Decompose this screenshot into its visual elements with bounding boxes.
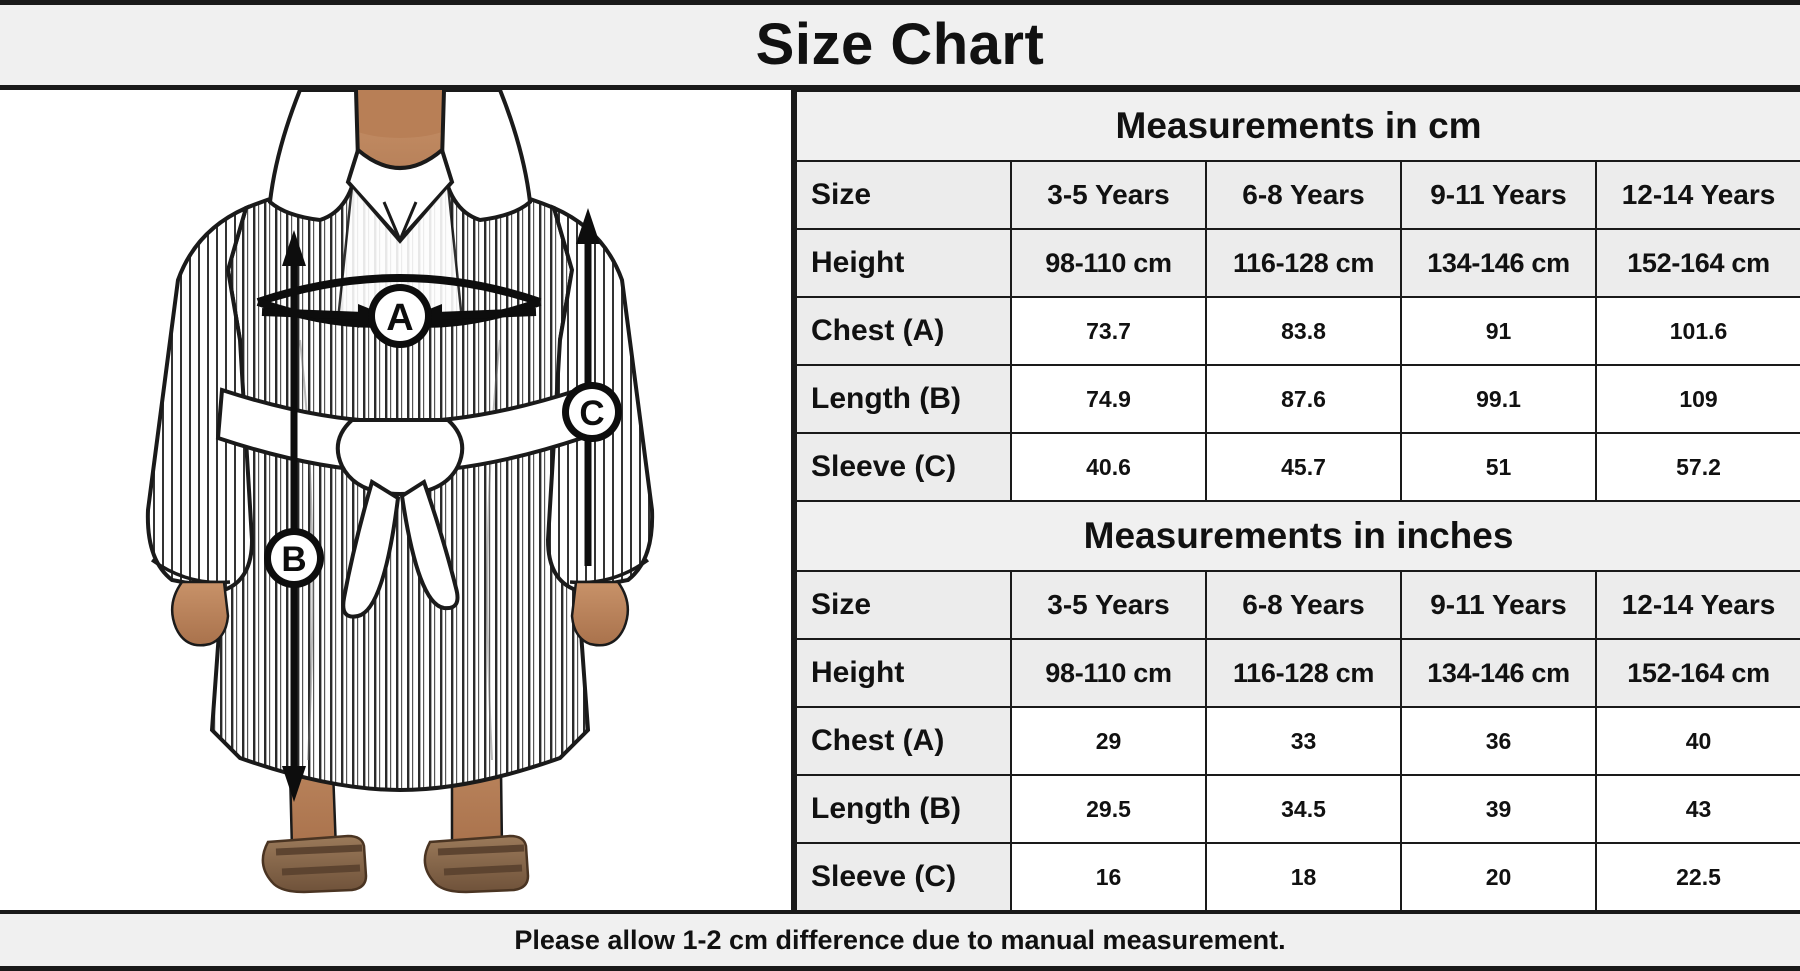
section-heading-row-inches: Measurements in inches xyxy=(794,500,1800,572)
cell-cm-chest-1: 83.8 xyxy=(1205,296,1402,366)
size-header-cell-cm-1: 6-8 Years xyxy=(1205,160,1402,230)
cell-cm-chest-0: 73.7 xyxy=(1010,296,1207,366)
cell-inches-height-2: 134-146 cm xyxy=(1400,638,1597,708)
footer-note: Please allow 1-2 cm difference due to ma… xyxy=(514,924,1286,955)
cell-cm-length-0: 74.9 xyxy=(1010,364,1207,434)
sandals xyxy=(261,834,530,894)
size-table: Measurements in cm Size 3-5 Years 6-8 Ye… xyxy=(794,90,1800,912)
page-title-bar: Size Chart xyxy=(0,0,1800,90)
size-header-cell-cm-3: 12-14 Years xyxy=(1594,160,1800,230)
section-heading-inches: Measurements in inches xyxy=(794,500,1800,572)
cell-inches-chest-1: 33 xyxy=(1205,706,1402,776)
cell-cm-height-1: 116-128 cm xyxy=(1205,228,1402,298)
hands xyxy=(170,580,630,647)
cell-inches-sleeve-0: 16 xyxy=(1010,842,1207,912)
cell-inches-chest-3: 40 xyxy=(1594,706,1800,776)
chart-body: A B C xyxy=(0,90,1800,912)
table-row-inches-height: Height 98-110 cm 116-128 cm 134-146 cm 1… xyxy=(795,638,1800,708)
footer-note-bar: Please allow 1-2 cm difference due to ma… xyxy=(0,910,1800,971)
measurements-panel: Measurements in cm Size 3-5 Years 6-8 Ye… xyxy=(794,90,1800,912)
table-row-inches-sleeve: Sleeve (C) 16 18 20 22.5 xyxy=(795,842,1800,912)
table-row-inches-chest: Chest (A) 29 33 36 40 xyxy=(795,706,1800,776)
row-label-cm-height: Height xyxy=(795,228,1012,298)
cell-inches-chest-0: 29 xyxy=(1010,706,1207,776)
row-label-inches-length: Length (B) xyxy=(795,774,1012,844)
page-title: Size Chart xyxy=(755,12,1045,77)
cell-cm-length-3: 109 xyxy=(1594,364,1800,434)
cell-cm-length-2: 99.1 xyxy=(1400,364,1597,434)
size-header-label-inches: Size xyxy=(795,570,1012,640)
cell-cm-sleeve-1: 45.7 xyxy=(1205,432,1402,502)
cell-cm-height-3: 152-164 cm xyxy=(1594,228,1800,298)
size-header-cell-inches-3: 12-14 Years xyxy=(1594,570,1800,640)
row-label-inches-height: Height xyxy=(795,638,1012,708)
svg-text:A: A xyxy=(386,297,413,339)
cell-inches-length-2: 39 xyxy=(1400,774,1597,844)
cell-inches-height-0: 98-110 cm xyxy=(1010,638,1207,708)
cell-cm-height-2: 134-146 cm xyxy=(1400,228,1597,298)
row-label-inches-sleeve: Sleeve (C) xyxy=(795,842,1012,912)
size-header-cell-inches-2: 9-11 Years xyxy=(1400,570,1597,640)
robe-figure: A B C xyxy=(0,90,791,910)
section-heading-cm: Measurements in cm xyxy=(794,90,1800,162)
row-label-cm-sleeve: Sleeve (C) xyxy=(795,432,1012,502)
cell-cm-length-1: 87.6 xyxy=(1205,364,1402,434)
cell-inches-length-0: 29.5 xyxy=(1010,774,1207,844)
product-illustration-panel: A B C xyxy=(0,90,795,910)
cell-cm-sleeve-2: 51 xyxy=(1400,432,1597,502)
table-row-inches-length: Length (B) 29.5 34.5 39 43 xyxy=(795,774,1800,844)
table-row-cm-sleeve: Sleeve (C) 40.6 45.7 51 57.2 xyxy=(795,432,1800,502)
cell-inches-sleeve-3: 22.5 xyxy=(1594,842,1800,912)
cell-cm-height-0: 98-110 cm xyxy=(1010,228,1207,298)
size-header-label-cm: Size xyxy=(795,160,1012,230)
size-header-cell-cm-2: 9-11 Years xyxy=(1400,160,1597,230)
size-header-cell-inches-0: 3-5 Years xyxy=(1010,570,1207,640)
svg-text:C: C xyxy=(579,394,604,433)
cell-cm-chest-3: 101.6 xyxy=(1594,296,1800,366)
row-label-cm-length: Length (B) xyxy=(795,364,1012,434)
cell-cm-sleeve-3: 57.2 xyxy=(1594,432,1800,502)
cell-inches-sleeve-1: 18 xyxy=(1205,842,1402,912)
cell-inches-height-1: 116-128 cm xyxy=(1205,638,1402,708)
table-row-cm-height: Height 98-110 cm 116-128 cm 134-146 cm 1… xyxy=(795,228,1800,298)
robe-illustration-svg: A B C xyxy=(0,90,791,910)
section-heading-row-cm: Measurements in cm xyxy=(794,90,1800,162)
row-label-cm-chest: Chest (A) xyxy=(795,296,1012,366)
svg-text:B: B xyxy=(281,540,306,579)
marker-b: B xyxy=(264,528,324,588)
marker-a: A xyxy=(368,284,432,348)
table-row-cm-chest: Chest (A) 73.7 83.8 91 101.6 xyxy=(795,296,1800,366)
cell-inches-chest-2: 36 xyxy=(1400,706,1597,776)
table-row-cm-length: Length (B) 74.9 87.6 99.1 109 xyxy=(795,364,1800,434)
cell-inches-height-3: 152-164 cm xyxy=(1594,638,1800,708)
cell-cm-sleeve-0: 40.6 xyxy=(1010,432,1207,502)
cell-cm-chest-2: 91 xyxy=(1400,296,1597,366)
cell-inches-length-1: 34.5 xyxy=(1205,774,1402,844)
measure-arrow-length xyxy=(282,230,306,802)
size-header-cell-cm-0: 3-5 Years xyxy=(1010,160,1207,230)
size-header-row-cm: Size 3-5 Years 6-8 Years 9-11 Years 12-1… xyxy=(795,160,1800,230)
cell-inches-sleeve-2: 20 xyxy=(1400,842,1597,912)
belt-sash xyxy=(215,387,585,619)
row-label-inches-chest: Chest (A) xyxy=(795,706,1012,776)
size-header-cell-inches-1: 6-8 Years xyxy=(1205,570,1402,640)
marker-c: C xyxy=(562,382,622,442)
cell-inches-length-3: 43 xyxy=(1594,774,1800,844)
size-header-row-inches: Size 3-5 Years 6-8 Years 9-11 Years 12-1… xyxy=(795,570,1800,640)
